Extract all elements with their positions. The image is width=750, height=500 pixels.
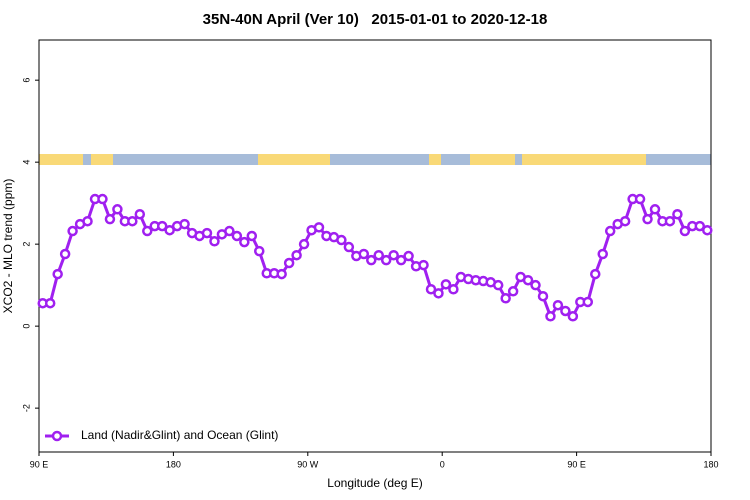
legend-marker bbox=[51, 430, 63, 442]
data-point bbox=[336, 234, 347, 246]
data-point bbox=[388, 249, 399, 261]
chart-title: 35N-40N April (Ver 10) 2015-01-01 to 202… bbox=[203, 11, 548, 28]
data-point bbox=[672, 208, 683, 220]
data-point bbox=[619, 215, 631, 227]
data-point bbox=[500, 293, 511, 304]
data-point bbox=[537, 290, 549, 302]
data-point bbox=[418, 259, 429, 271]
data-point bbox=[552, 299, 564, 311]
data-point bbox=[679, 225, 691, 237]
data-point bbox=[59, 248, 71, 260]
data-point bbox=[201, 227, 213, 239]
data-point bbox=[507, 286, 519, 297]
data-point bbox=[276, 268, 287, 280]
data-point bbox=[358, 248, 370, 260]
data-point bbox=[156, 220, 168, 232]
data-point bbox=[366, 254, 377, 266]
data-point bbox=[664, 215, 676, 227]
x-tick-label: 90 E bbox=[30, 459, 49, 469]
data-point bbox=[530, 279, 541, 291]
x-tick-label: 0 bbox=[440, 459, 445, 469]
data-point bbox=[694, 220, 706, 232]
data-point bbox=[343, 241, 355, 253]
data-point bbox=[246, 230, 258, 242]
data-point bbox=[231, 230, 243, 242]
data-point bbox=[52, 268, 63, 280]
data-point bbox=[283, 257, 295, 269]
data-point bbox=[313, 222, 325, 233]
data-point bbox=[291, 249, 302, 261]
data-point bbox=[597, 248, 608, 260]
data-point bbox=[112, 204, 123, 215]
land-ocean-strip bbox=[39, 154, 711, 165]
data-point bbox=[224, 225, 235, 237]
x-axis-label: Longitude (deg E) bbox=[327, 476, 422, 490]
data-point bbox=[134, 208, 146, 220]
data-point bbox=[567, 311, 579, 322]
y-tick-label: 0 bbox=[21, 324, 31, 329]
data-point bbox=[239, 236, 250, 248]
data-point bbox=[634, 193, 646, 205]
plot-frame bbox=[38, 39, 712, 453]
x-tick-label: 90 E bbox=[567, 459, 586, 469]
data-point bbox=[298, 238, 310, 250]
data-point bbox=[209, 236, 220, 247]
data-point bbox=[67, 225, 78, 237]
data-point bbox=[522, 274, 534, 286]
data-point bbox=[380, 254, 392, 266]
data-point bbox=[44, 297, 56, 309]
data-point bbox=[127, 215, 138, 227]
y-tick-label: 6 bbox=[21, 78, 31, 83]
data-point bbox=[642, 213, 653, 225]
data-point bbox=[582, 296, 594, 308]
data-point bbox=[254, 245, 265, 257]
data-point bbox=[702, 224, 713, 236]
data-point bbox=[104, 213, 116, 225]
data-point bbox=[649, 204, 661, 215]
x-tick-label: 180 bbox=[166, 459, 181, 469]
data-point bbox=[82, 215, 93, 227]
data-point bbox=[142, 225, 153, 237]
data-point bbox=[448, 283, 459, 295]
data-point bbox=[395, 254, 407, 266]
data-point bbox=[590, 268, 601, 280]
data-point bbox=[433, 288, 444, 299]
data-point bbox=[604, 225, 616, 237]
data-point bbox=[164, 224, 175, 236]
y-tick-label: 4 bbox=[21, 160, 31, 165]
legend-label: Land (Nadir&Glint) and Ocean (Glint) bbox=[81, 428, 278, 442]
data-point bbox=[403, 250, 414, 262]
data-point bbox=[440, 279, 452, 290]
data-point bbox=[560, 305, 571, 317]
y-tick-label: -2 bbox=[21, 404, 31, 412]
x-tick-label: 90 W bbox=[297, 459, 319, 469]
data-point bbox=[425, 283, 437, 295]
x-tick-label: 180 bbox=[703, 459, 718, 469]
y-tick-label: 2 bbox=[21, 242, 31, 247]
data-point bbox=[545, 311, 556, 322]
data-point bbox=[97, 193, 108, 205]
y-axis-label: XCO2 - MLO trend (ppm) bbox=[1, 179, 15, 314]
data-point bbox=[373, 249, 384, 261]
data-point bbox=[492, 279, 504, 291]
data-point bbox=[179, 218, 190, 230]
